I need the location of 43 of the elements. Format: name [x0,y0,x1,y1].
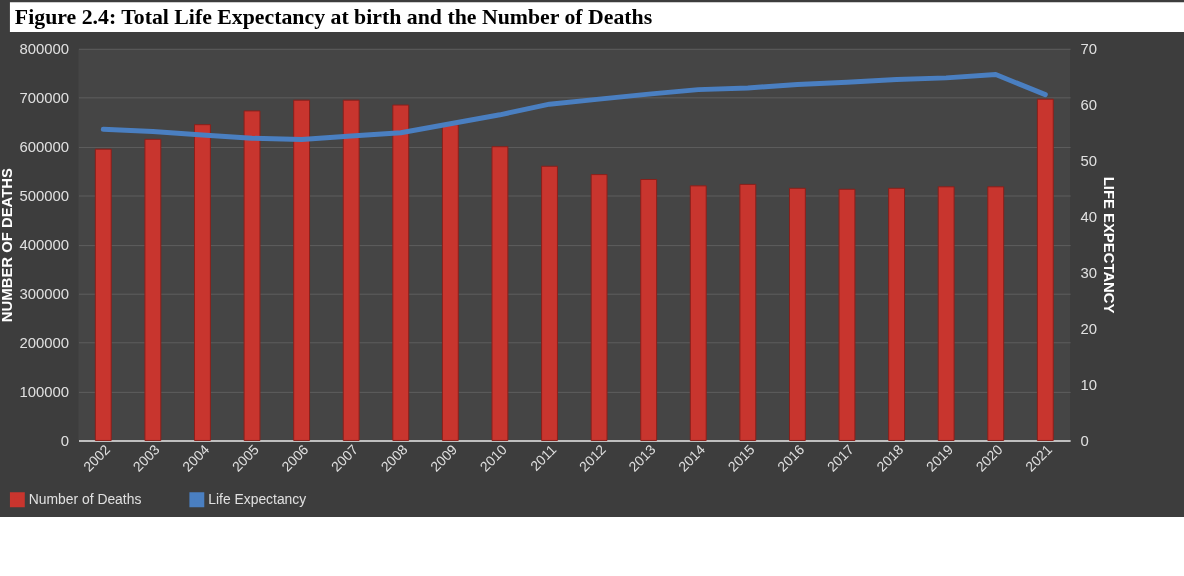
y2-tick-label: 60 [1080,97,1098,114]
y-tick-label: 100000 [19,383,70,400]
y2-axis-title: LIFE EXPECTANCY [1101,176,1118,314]
bar [689,185,707,441]
bar [640,179,658,441]
line-series [100,72,1048,142]
bar [94,148,112,441]
y-tick-label: 800000 [19,41,70,58]
y-tick-label: 700000 [19,90,70,107]
bar [342,99,360,441]
bar [739,183,757,441]
legend-label: Number of Deaths [28,490,142,507]
y-tick-label: 200000 [19,334,70,351]
bar [937,186,955,441]
bar [590,174,608,441]
y-tick-label: 0 [60,432,70,449]
y-tick-label: 500000 [19,188,70,205]
bar [888,187,906,441]
y2-tick-label: 50 [1080,153,1098,170]
chart-title: Figure 2.4: Total Life Expectancy at birth and the Number of Deaths [14,4,653,29]
y2-tick-label: 40 [1080,209,1098,226]
y2-tick-label: 30 [1080,265,1098,282]
bar [441,124,459,441]
bar [788,187,806,441]
legend-label: Life Expectancy [208,490,307,507]
bar [194,124,211,441]
y2-tick-label: 10 [1080,376,1098,393]
y-tick-label: 300000 [19,286,70,303]
bar [541,165,558,441]
y-tick-label: 600000 [19,139,70,156]
y-axis-title: NUMBER OF DEATHS [0,167,16,323]
bar [987,186,1005,441]
y2-tick-label: 0 [1080,432,1089,449]
bar [491,146,509,441]
bar [838,188,856,441]
bar [392,104,410,441]
bar [243,110,261,441]
bar [144,138,162,441]
y2-tick-label: 70 [1080,41,1098,58]
y-tick-label: 400000 [19,237,70,254]
bar [1036,98,1054,441]
y2-tick-label: 20 [1080,321,1098,338]
bar [293,99,311,441]
